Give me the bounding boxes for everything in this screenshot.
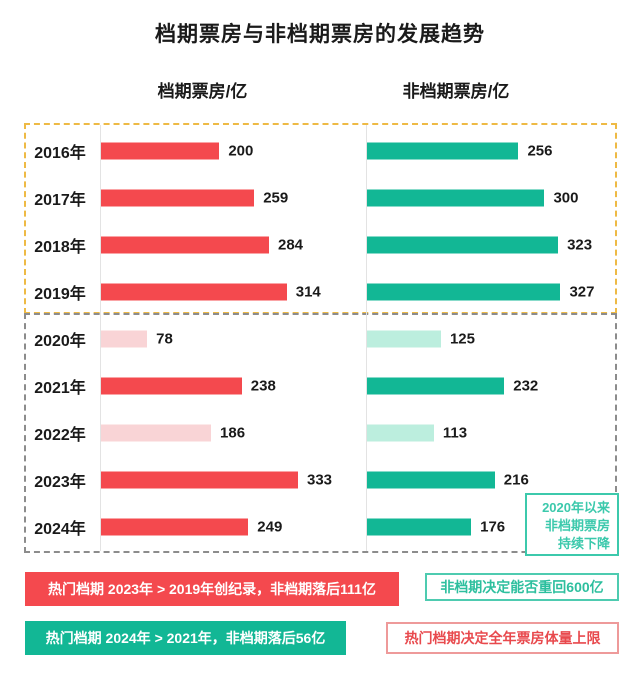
right-column-header: 非档期票房/亿 [402, 82, 510, 101]
nonscheduled-bar [367, 424, 434, 442]
chart-row: 2023年 333 216 [0, 456, 640, 503]
scheduled-bar [101, 471, 298, 489]
scheduled-bar [101, 142, 219, 160]
left-axis-line [100, 125, 101, 551]
chart-row: 2017年 259 300 [0, 175, 640, 222]
year-label: 2016年 [34, 145, 86, 163]
year-label: 2017年 [34, 192, 86, 210]
nonscheduled-value: 113 [442, 424, 468, 442]
nonscheduled-value: 232 [513, 377, 539, 395]
nonscheduled-bar [367, 330, 441, 348]
chart-row: 2021年 238 232 [0, 362, 640, 409]
scheduled-value: 333 [307, 471, 333, 489]
scheduled-value: 78 [156, 330, 173, 348]
chart-row: 2020年 78 125 [0, 316, 640, 363]
scheduled-value: 238 [250, 377, 276, 395]
decline-note-line: 非档期票房 [544, 518, 610, 534]
scheduled-bar [101, 283, 287, 301]
callout-hot-ceiling: 热门档期决定全年票房体量上限 [386, 622, 619, 654]
chart-rows: 2016年 200 256 2017年 259 300 2018年 284 32… [0, 128, 640, 550]
year-label: 2024年 [34, 520, 86, 538]
nonscheduled-bar [367, 142, 518, 160]
nonscheduled-value: 323 [567, 236, 593, 254]
scheduled-value: 284 [278, 236, 304, 254]
scheduled-value: 249 [257, 518, 283, 536]
chart-title: 档期票房与非档期票房的发展趋势 [155, 23, 485, 46]
scheduled-value: 259 [263, 189, 289, 207]
nonscheduled-bar [367, 471, 495, 489]
chart-row: 2019年 314 327 [0, 269, 640, 316]
year-label: 2021年 [34, 379, 86, 397]
year-label: 2020年 [34, 333, 86, 350]
scheduled-value: 200 [228, 142, 254, 160]
left-column-header: 档期票房/亿 [157, 82, 248, 101]
chart-row: 2024年 249 176 [0, 503, 640, 550]
chart-row: 2016年 200 256 [0, 128, 640, 175]
year-label: 2019年 [34, 286, 86, 304]
year-label: 2023年 [34, 473, 86, 491]
scheduled-bar [101, 377, 242, 395]
callout-hot-2023: 热门档期 2023年 > 2019年创纪录，非档期落后111亿 [25, 572, 399, 606]
chart-row: 2018年 284 323 [0, 222, 640, 269]
nonscheduled-bar [367, 189, 544, 207]
decline-note-box: 2020年以来 非档期票房持续下降 [525, 493, 619, 556]
scheduled-value: 186 [220, 424, 246, 442]
nonscheduled-value: 176 [480, 518, 506, 536]
nonscheduled-bar [367, 518, 471, 536]
decline-note-line: 2020年以来 [542, 500, 610, 515]
scheduled-value: 314 [295, 283, 321, 301]
scheduled-bar [101, 330, 147, 348]
scheduled-bar [101, 236, 269, 254]
decline-note-line: 持续下降 [557, 536, 610, 552]
nonscheduled-value: 327 [569, 283, 595, 301]
group-box-2020-2024 [24, 313, 617, 553]
callout-hot-2024: 热门档期 2024年 > 2021年，非档期落后56亿 [25, 621, 346, 655]
nonscheduled-value: 125 [449, 330, 475, 348]
nonscheduled-value: 300 [553, 189, 579, 207]
scheduled-bar [101, 518, 248, 536]
nonscheduled-value: 216 [503, 471, 529, 489]
nonscheduled-bar [367, 236, 558, 254]
right-axis-line [366, 125, 367, 551]
nonscheduled-bar [367, 377, 504, 395]
scheduled-bar [101, 189, 254, 207]
callout-return-600: 非档期决定能否重回600亿 [425, 573, 619, 601]
scheduled-bar [101, 424, 211, 442]
nonscheduled-value: 256 [527, 142, 553, 160]
year-label: 2022年 [34, 426, 86, 444]
year-label: 2018年 [34, 239, 86, 257]
chart-row: 2022年 186 113 [0, 409, 640, 456]
nonscheduled-bar [367, 283, 560, 301]
